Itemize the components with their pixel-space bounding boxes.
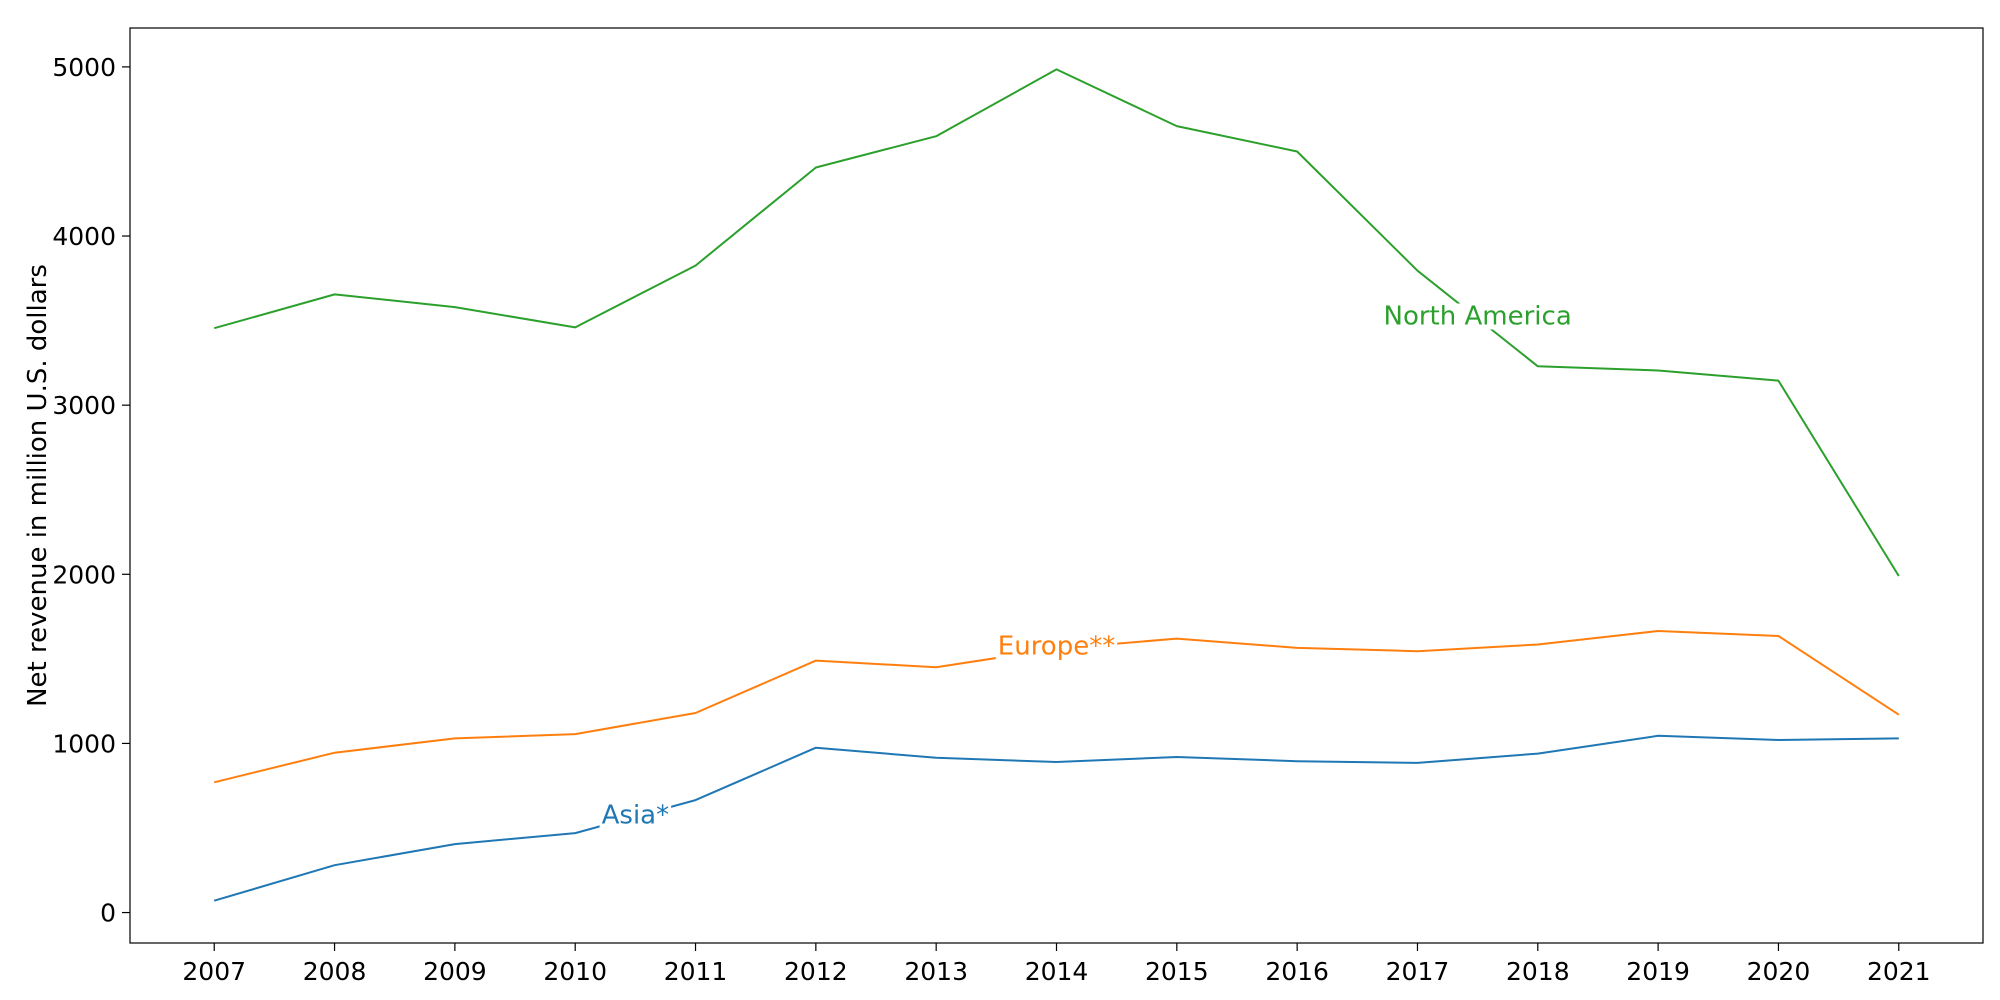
x-tick-label: 2012 — [784, 957, 848, 986]
y-tick-label: 3000 — [52, 391, 116, 420]
series-label-north-america: North America — [1384, 302, 1572, 332]
x-axis: 2007 2008 2009 2010 2011 2012 2013 2014 2015 2016… — [182, 943, 1931, 986]
x-tick-label: 2017 — [1386, 957, 1450, 986]
y-axis: 0 1000 2000 3000 4000 5000 — [52, 53, 130, 928]
y-axis-title: Net revenue in million U.S. dollars — [23, 264, 53, 707]
x-tick-label: 2019 — [1626, 957, 1690, 986]
series-line-asia — [213, 734, 1899, 902]
series-label-background — [599, 802, 672, 829]
series-lines: Asia* Europe** North America — [213, 68, 1900, 902]
x-tick-label: 2015 — [1145, 957, 1209, 986]
x-tick-label: 2014 — [1025, 957, 1089, 986]
plot-area — [129, 27, 1984, 944]
x-tick-label: 2009 — [423, 957, 487, 986]
y-tick-label: 0 — [100, 899, 116, 928]
series-line-north-america — [213, 68, 1900, 577]
series-label-europe: Europe** — [998, 631, 1115, 661]
x-tick-label: 2011 — [664, 957, 728, 986]
x-tick-label: 2021 — [1867, 957, 1931, 986]
x-tick-label: 2018 — [1506, 957, 1570, 986]
series-label-background — [995, 633, 1118, 660]
y-tick-label: 2000 — [52, 560, 116, 589]
x-tick-label: 2010 — [543, 957, 607, 986]
y-tick-label: 5000 — [52, 53, 116, 82]
series-label-asia: Asia* — [602, 800, 670, 830]
y-tick-label: 4000 — [52, 222, 116, 251]
x-tick-label: 2013 — [904, 957, 968, 986]
x-tick-label: 2016 — [1265, 957, 1329, 986]
series-label-background — [1381, 303, 1574, 330]
x-tick-label: 2008 — [303, 957, 367, 986]
y-tick-label: 1000 — [52, 729, 116, 758]
x-tick-label: 2007 — [182, 957, 246, 986]
x-tick-label: 2020 — [1747, 957, 1811, 986]
